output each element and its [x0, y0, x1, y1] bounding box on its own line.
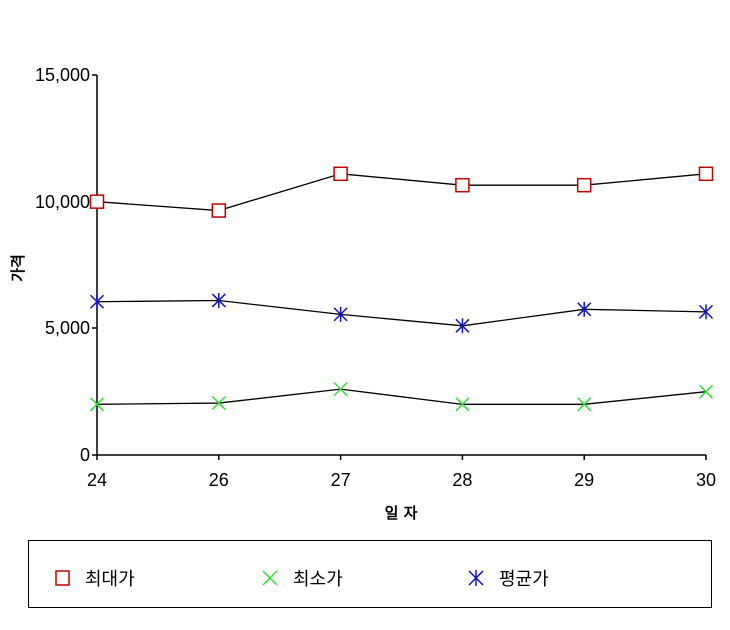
legend-item-avg: 평균가 [467, 565, 549, 591]
data-point [211, 203, 227, 218]
data-point [89, 397, 105, 412]
series-line [96, 388, 707, 405]
x-axis-title: 일 자 [385, 504, 418, 522]
x-tick-label: 29 [574, 470, 594, 490]
asterisk-marker-icon [468, 570, 484, 586]
data-point [698, 384, 714, 399]
series-0 [89, 166, 714, 218]
x-tick-label: 28 [452, 470, 472, 490]
x-tick-label: 30 [696, 470, 716, 490]
data-point [698, 166, 714, 182]
data-point [576, 177, 592, 193]
data-point [333, 166, 348, 182]
series-line [96, 299, 707, 327]
y-axis-title: 가격 [9, 254, 27, 282]
plot-area [89, 166, 714, 412]
data-point [89, 294, 105, 310]
legend-label: 최소가 [293, 569, 343, 590]
data-point [698, 304, 714, 320]
legend-item-max: 최대가 [55, 565, 135, 591]
x-tick-label: 27 [331, 470, 351, 490]
data-point [577, 301, 592, 317]
y-tick-label: 10,000 [35, 192, 90, 212]
data-point [455, 397, 470, 412]
series-1 [89, 382, 714, 412]
legend: 최대가 최소가 평균가 [28, 540, 712, 608]
x-tick-label: 26 [209, 470, 229, 490]
legend-label: 최대가 [85, 569, 135, 590]
line-chart: 0 5,000 10,000 15,000 24 26 27 28 29 30 가격 일 … [9, 65, 716, 522]
x-marker-icon [262, 570, 278, 586]
y-axis: 0 5,000 10,000 15,000 [35, 65, 98, 465]
x-axis: 24 26 27 28 29 30 [87, 454, 716, 490]
series-line [96, 173, 707, 212]
y-tick-label: 5,000 [45, 318, 90, 338]
data-point [577, 397, 592, 412]
legend-label: 평균가 [499, 569, 549, 590]
square-marker-icon [55, 570, 70, 586]
y-tick-label: 0 [80, 445, 90, 465]
data-point [211, 292, 226, 308]
data-point [333, 306, 348, 322]
series-2 [89, 292, 714, 334]
legend-item-min: 최소가 [261, 565, 343, 591]
data-point [455, 318, 470, 334]
data-point [333, 382, 348, 397]
data-point [455, 177, 470, 193]
data-point [211, 396, 226, 411]
x-tick-label: 24 [87, 470, 107, 490]
data-point [89, 194, 105, 209]
y-tick-label: 15,000 [35, 65, 90, 85]
